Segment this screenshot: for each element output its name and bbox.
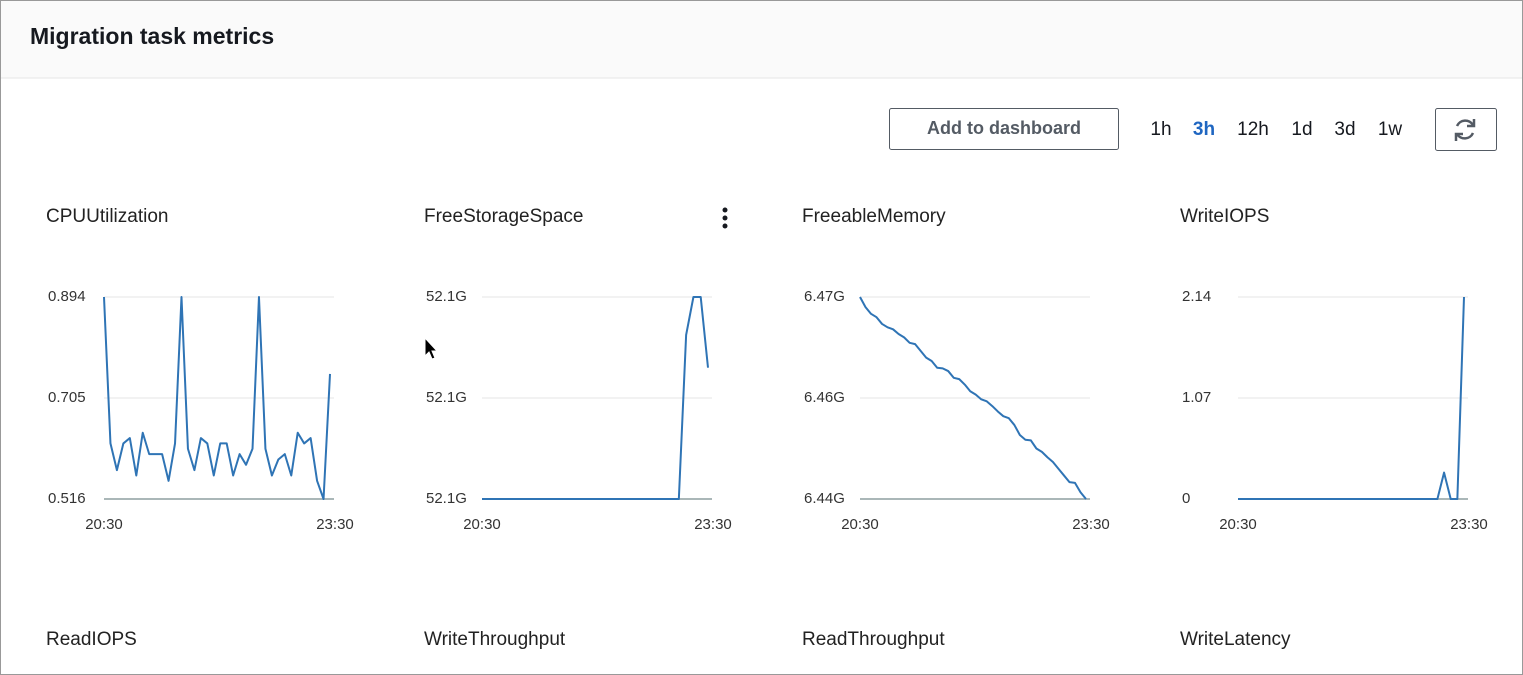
metric-line <box>859 296 1087 500</box>
x-tick-label: 23:30 <box>316 516 354 533</box>
y-tick-label: 1.07 <box>1182 389 1211 406</box>
metric-line <box>103 296 331 500</box>
chart-title: WriteLatency <box>1180 629 1291 650</box>
y-tick-label: 52.1G <box>426 288 467 305</box>
header-bar <box>1 1 1522 78</box>
y-tick-label: 0.894 <box>48 288 86 305</box>
y-tick-label: 52.1G <box>426 490 467 507</box>
time-range-option[interactable]: 1d <box>1291 119 1312 140</box>
chart-title: FreeStorageSpace <box>424 206 584 227</box>
x-tick-label: 23:30 <box>694 516 732 533</box>
y-tick-label: 2.14 <box>1182 288 1211 305</box>
mouse-cursor <box>424 336 439 360</box>
time-range-option[interactable]: 12h <box>1237 119 1269 140</box>
y-tick-label: 0.516 <box>48 490 86 507</box>
kebab-menu[interactable] <box>722 207 728 229</box>
time-range-option[interactable]: 3d <box>1334 119 1355 140</box>
x-tick-label: 20:30 <box>841 516 879 533</box>
y-tick-label: 52.1G <box>426 389 467 406</box>
x-tick-label: 23:30 <box>1450 516 1488 533</box>
y-tick-label: 0.705 <box>48 389 86 406</box>
x-tick-label: 20:30 <box>85 516 123 533</box>
chart-title: CPUUtilization <box>46 206 168 227</box>
time-range-option[interactable]: 1w <box>1378 119 1403 140</box>
x-tick-label: 23:30 <box>1072 516 1110 533</box>
chart-title: WriteIOPS <box>1180 206 1269 227</box>
y-tick-label: 0 <box>1182 490 1190 507</box>
metric-line <box>1238 296 1465 500</box>
y-tick-label: 6.46G <box>804 389 845 406</box>
chart-title: ReadThroughput <box>802 629 945 650</box>
time-range-option[interactable]: 3h <box>1193 119 1215 140</box>
y-tick-label: 6.44G <box>804 490 845 507</box>
x-tick-label: 20:30 <box>1219 516 1257 533</box>
chart-title: WriteThroughput <box>424 629 566 650</box>
y-tick-label: 6.47G <box>804 288 845 305</box>
add-button-frame[interactable] <box>889 108 1119 150</box>
refresh-button[interactable] <box>1435 108 1497 151</box>
x-tick-label: 20:30 <box>463 516 501 533</box>
chart-title: FreeableMemory <box>802 206 946 227</box>
chart-title: ReadIOPS <box>46 629 137 650</box>
refresh-icon <box>1454 119 1476 141</box>
panel-title: Migration task metrics <box>30 23 274 49</box>
add-to-dashboard-button[interactable]: Add to dashboard <box>927 118 1081 138</box>
time-range-option[interactable]: 1h <box>1150 119 1171 140</box>
metric-line <box>482 296 709 500</box>
